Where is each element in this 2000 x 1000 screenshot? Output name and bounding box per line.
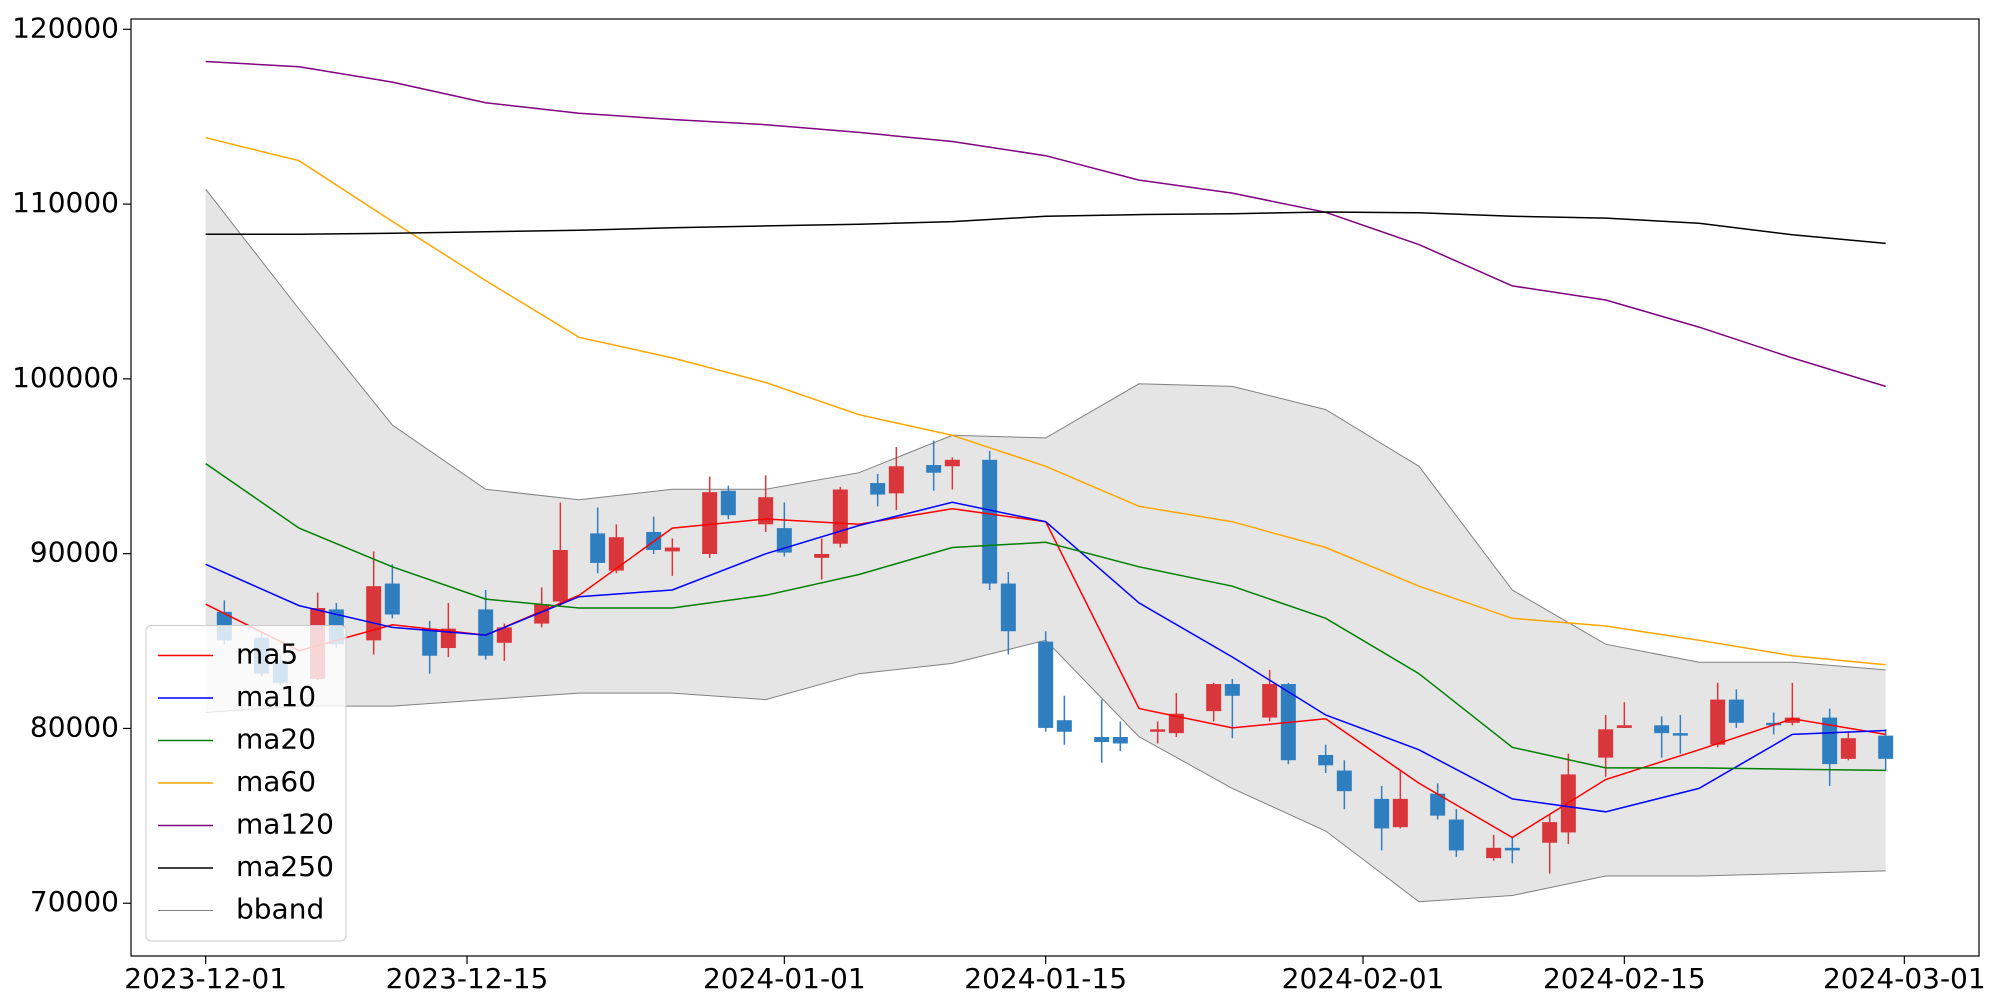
candle-body xyxy=(1504,847,1520,851)
candle-body xyxy=(608,537,624,571)
candle-body xyxy=(1728,699,1744,723)
candle-body xyxy=(702,492,718,555)
candle-body xyxy=(496,627,512,643)
legend-label: ma5 xyxy=(236,638,298,671)
candle-body xyxy=(590,533,606,563)
y-tick-label: 90000 xyxy=(30,536,119,569)
candle-body xyxy=(1542,822,1558,843)
candle-body xyxy=(1150,729,1166,732)
candle-body xyxy=(1486,847,1502,859)
legend-label: ma20 xyxy=(236,723,316,756)
x-tick-label: 2023-12-15 xyxy=(386,962,549,995)
y-tick-label: 100000 xyxy=(12,361,119,394)
candle-body xyxy=(1392,798,1408,828)
x-tick-label: 2023-12-01 xyxy=(124,962,287,995)
y-tick-label: 80000 xyxy=(30,710,119,743)
bband-upper xyxy=(205,188,1886,671)
candle-body xyxy=(1336,770,1352,792)
candle-body xyxy=(814,554,830,558)
candle-body xyxy=(1840,738,1856,759)
ma-line xyxy=(205,136,1886,666)
ma-line xyxy=(205,211,1886,245)
ma-line xyxy=(205,60,1886,388)
candle-body xyxy=(1318,755,1334,766)
x-tick-label: 2024-01-15 xyxy=(964,962,1127,995)
plot-frame xyxy=(130,18,1980,957)
candle-body xyxy=(1766,722,1782,726)
x-tick-label: 2024-01-01 xyxy=(703,962,866,995)
candle-body xyxy=(552,549,568,602)
candle-body xyxy=(1374,798,1390,829)
candle-body xyxy=(422,628,438,656)
ma-line xyxy=(205,462,1886,772)
candle-body xyxy=(888,466,904,494)
candle-body xyxy=(1206,684,1222,712)
y-tick-label: 70000 xyxy=(30,885,119,918)
y-tick-label: 120000 xyxy=(12,11,119,44)
candle-body xyxy=(1598,729,1614,758)
legend: ma5 ma10 ma20 ma60 ma120 ma250 bband xyxy=(145,625,347,942)
candle-body xyxy=(366,586,382,641)
candle-body xyxy=(1878,735,1894,759)
candle-body xyxy=(1448,819,1464,851)
candle-body xyxy=(926,465,942,473)
candle-body xyxy=(870,483,886,495)
candle-body xyxy=(478,609,494,656)
legend-label: ma120 xyxy=(236,808,334,841)
legend-label: bband xyxy=(236,893,324,926)
candle-body xyxy=(1710,699,1726,745)
candle-body xyxy=(944,459,960,467)
candle-body xyxy=(1822,717,1838,765)
y-tick-label: 110000 xyxy=(12,186,119,219)
candle-body xyxy=(1112,736,1128,744)
ma-line xyxy=(205,501,1886,813)
candle-body xyxy=(776,528,792,553)
candle-body xyxy=(1094,736,1110,743)
candle-body xyxy=(1056,720,1072,732)
bband-fill xyxy=(205,189,1886,902)
candle-body xyxy=(1262,684,1278,718)
candle-body xyxy=(440,628,456,649)
candle-body xyxy=(1654,725,1670,734)
candle-body xyxy=(664,547,680,552)
candle-body xyxy=(1168,713,1184,734)
plot-area xyxy=(205,60,1894,903)
candle-body xyxy=(720,490,736,516)
candle-body xyxy=(1038,641,1054,728)
x-tick-label: 2024-02-15 xyxy=(1543,962,1706,995)
candle-body xyxy=(384,583,400,615)
candle-body xyxy=(1430,793,1446,816)
x-tick-label: 2024-02-01 xyxy=(1282,962,1445,995)
legend-label: ma10 xyxy=(236,680,316,713)
candle-body xyxy=(758,497,774,525)
x-tick-label: 2024-03-01 xyxy=(1823,962,1986,995)
legend-label: ma60 xyxy=(236,765,316,798)
candle-body xyxy=(832,489,848,544)
candle-body xyxy=(1000,583,1016,632)
legend-box xyxy=(145,625,347,942)
candle-body xyxy=(1672,733,1688,736)
legend-label: ma250 xyxy=(236,850,334,883)
candle-body xyxy=(1784,717,1800,723)
candle-body xyxy=(1616,725,1632,728)
candle-body xyxy=(1224,684,1240,696)
candle-body xyxy=(982,459,998,584)
